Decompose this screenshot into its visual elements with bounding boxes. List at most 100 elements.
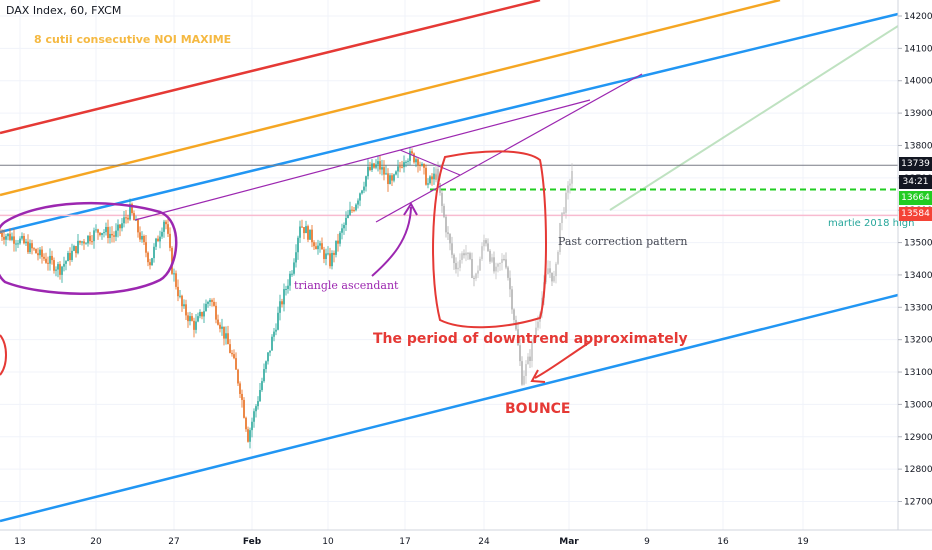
candle	[291, 273, 293, 275]
candle	[41, 249, 43, 257]
candle	[403, 162, 405, 168]
x-tick-label: 17	[399, 537, 410, 547]
candle	[79, 240, 81, 243]
candle	[103, 232, 105, 234]
projection-candle	[547, 268, 549, 275]
projection-candle	[537, 321, 539, 328]
candle	[425, 167, 427, 185]
candle	[17, 243, 19, 245]
consolidation-ellipse	[0, 201, 178, 295]
candle	[259, 390, 261, 402]
projection-candle	[509, 277, 511, 290]
candle	[139, 232, 141, 240]
candle	[243, 399, 245, 418]
candle	[375, 164, 377, 168]
candle	[151, 258, 153, 266]
last-price-badge: 13739	[899, 157, 932, 171]
candle	[389, 175, 391, 184]
y-tick-label: 13200	[904, 336, 932, 346]
candle	[263, 369, 265, 382]
projection-candle	[557, 252, 559, 264]
candle	[275, 329, 277, 332]
candle	[245, 417, 247, 430]
y-tick-label: 13400	[904, 271, 932, 281]
x-tick-label: 13	[14, 537, 25, 547]
red-level-badge: 13584	[899, 207, 932, 221]
y-tick-label: 12700	[904, 498, 932, 508]
y-tick-label: 13900	[904, 109, 932, 119]
candle	[371, 163, 373, 171]
x-tick-label: 24	[478, 537, 490, 547]
downtrend-box	[432, 150, 547, 329]
projection-candle	[439, 183, 441, 193]
projection-candle	[503, 259, 505, 261]
candle	[345, 217, 347, 225]
candle	[105, 226, 107, 233]
y-tick-label: 13300	[904, 303, 932, 313]
candles	[0, 146, 437, 449]
candle	[109, 233, 111, 238]
triangle-upper-line	[134, 99, 591, 221]
candle	[73, 246, 75, 251]
candle	[169, 233, 171, 248]
candle	[253, 411, 255, 422]
candle	[21, 235, 23, 239]
symbol-title: DAX Index, 60, FXCM	[6, 4, 122, 17]
time-axis: 13 20 27 Feb 10 17 24 Mar 9 16 19	[0, 529, 932, 550]
candle	[179, 295, 181, 297]
candle	[1, 232, 3, 237]
y-tick-label: 14200	[904, 12, 932, 22]
projection-candle	[569, 183, 571, 186]
x-tick-label: Feb	[243, 537, 262, 547]
trend-channels	[0, 0, 899, 523]
candle	[231, 352, 233, 355]
candle	[147, 252, 149, 263]
projection-candle	[449, 234, 451, 244]
candle	[101, 233, 103, 236]
projection-candle	[519, 345, 521, 362]
x-tick-label: 16	[717, 537, 729, 547]
candle	[323, 249, 325, 260]
candle	[129, 203, 131, 220]
projection-candle	[487, 243, 489, 251]
candle	[219, 324, 221, 329]
candle	[89, 235, 91, 242]
candle	[367, 166, 369, 177]
candle	[317, 245, 319, 250]
projection-candle	[555, 263, 557, 277]
candle	[149, 262, 151, 266]
candle	[197, 316, 199, 322]
candle	[395, 171, 397, 175]
projection-candle	[531, 341, 533, 361]
candle	[341, 228, 343, 233]
candle	[119, 224, 121, 229]
projection-candle	[513, 309, 515, 320]
projection-candle	[457, 267, 459, 270]
candle	[185, 304, 187, 316]
candle	[19, 238, 21, 244]
projection-candle	[529, 356, 531, 361]
candle	[97, 229, 99, 233]
candle	[187, 315, 189, 322]
candle	[71, 250, 73, 260]
projection-candle	[565, 192, 567, 213]
price-axis-bg	[898, 0, 932, 550]
candle	[293, 262, 295, 274]
candle	[411, 151, 413, 154]
candle	[25, 241, 27, 244]
projection-candle	[489, 250, 491, 262]
candle	[87, 235, 89, 244]
y-tick-label: 12900	[904, 433, 932, 443]
triangle-close-line	[399, 149, 461, 176]
projection-candle	[455, 263, 457, 270]
projection-candle	[511, 289, 513, 310]
candle	[61, 266, 63, 275]
candle	[153, 246, 155, 259]
annotation-martie-high: martie 2018 high	[828, 218, 915, 229]
candle	[55, 269, 57, 271]
candle	[237, 369, 239, 384]
y-tick-label: 13500	[904, 239, 932, 249]
projection-candle	[463, 253, 465, 256]
annotation-cutii: 8 cutii consecutive NOI MAXIME	[34, 33, 232, 46]
